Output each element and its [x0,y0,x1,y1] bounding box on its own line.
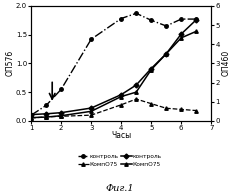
X-axis label: Часы: Часы [111,131,131,140]
Y-axis label: ОП460: ОП460 [221,50,230,76]
Text: Фиг.1: Фиг.1 [106,184,134,193]
Y-axis label: ОП576: ОП576 [5,50,14,76]
Legend: контроль, КомпО75, контроль, КомпО75: контроль, КомпО75, контроль, КомпО75 [78,154,162,167]
